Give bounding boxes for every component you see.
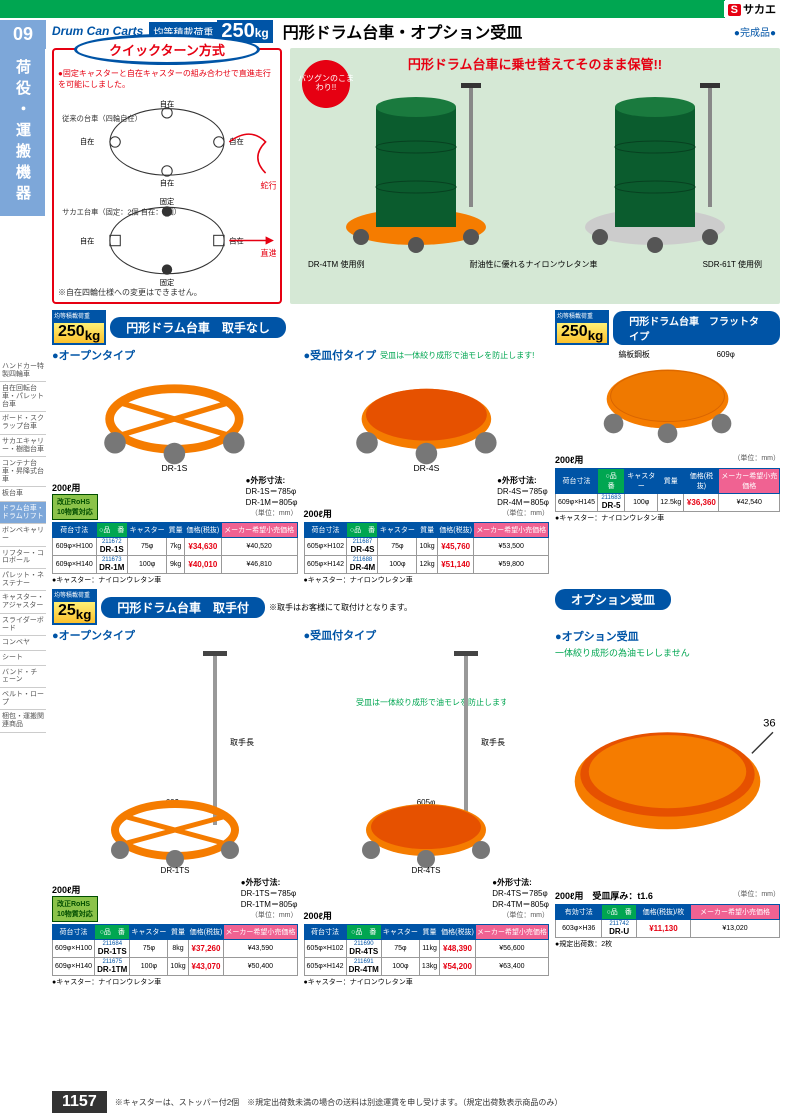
side-menu-item[interactable]: パレット・ネステナー <box>0 569 46 591</box>
side-menu-item[interactable]: ボンベキャリー <box>0 524 46 546</box>
svg-text:蛇行: 蛇行 <box>260 181 276 191</box>
burst-badge: バツグンのこまわり!! <box>298 56 354 112</box>
side-menu-item[interactable]: シート <box>0 651 46 666</box>
svg-text:36: 36 <box>763 718 776 730</box>
dolly-handle-open-icon: 取手長さ 1000609φDR-1TS <box>95 645 255 875</box>
svg-text:DR-4TS: DR-4TS <box>412 866 441 875</box>
svg-text:縞板鋼板: 縞板鋼板 <box>618 349 650 359</box>
side-menu-item[interactable]: ベルト・ロープ <box>0 688 46 710</box>
hero-caption-mid: 耐油性に優れるナイロンウレタン車 <box>470 259 598 270</box>
finished-badge: ●完成品● <box>734 24 776 39</box>
svg-text:DR-1S: DR-1S <box>162 463 188 473</box>
side-menu-item[interactable]: 板台車 <box>0 487 46 502</box>
tray-icon: 36 <box>555 676 780 873</box>
hero-title: 円形ドラム台車に乗せ替えてそのまま保管!! <box>296 54 774 73</box>
side-menu-item[interactable]: バンド・チェーン <box>0 666 46 688</box>
page-title: 円形ドラム台車・オプション受皿 <box>273 19 523 43</box>
side-menu-item[interactable]: ドラム台車・ドラムリフト <box>0 502 46 524</box>
page-number: 1157 <box>52 1091 107 1113</box>
side-menu-item[interactable]: キャスター・アジャスター <box>0 591 46 613</box>
side-menu-item[interactable]: リフター・コロボール <box>0 547 46 569</box>
hero-caption-left: DR-4TM 使用例 <box>308 259 364 270</box>
quickturn-text: ●固定キャスターと自在キャスターの組み合わせで直進走行を可能にしました。 <box>58 68 276 90</box>
product-tray: ●受皿付タイプ受皿は一体絞り成形で油モレを防止します! DR-4S 200ℓ用 … <box>304 345 550 585</box>
spec-table: 有効寸法○品 番価格(税抜)/枚メーカー希望小売価格603φ×H36211742… <box>555 904 780 938</box>
side-menu-item[interactable]: コンテナ台車・昇降式台車 <box>0 457 46 487</box>
spec-table: 荷台寸法○品 番キャスター質量価格(税抜)メーカー希望小売価格609φ×H100… <box>52 522 298 574</box>
svg-text:自在: 自在 <box>80 137 95 146</box>
dolly-open-icon: DR-1S <box>88 365 261 473</box>
svg-text:自在: 自在 <box>160 100 175 109</box>
side-menu-item[interactable]: サカエキャリー・樹脂台車 <box>0 435 46 457</box>
footer: 1157 ※キャスターは、ストッパー付2個 ※規定出荷数未満の場合の送料は別途運… <box>52 1091 780 1113</box>
svg-text:直進: 直進 <box>260 248 276 258</box>
svg-text:受皿は一体絞り成形で油モレを防止します!: 受皿は一体絞り成形で油モレを防止します! <box>356 697 506 707</box>
svg-text:固定: 固定 <box>160 278 175 287</box>
section-title: 円形ドラム台車 取手なし <box>110 317 286 338</box>
hero-photo: バツグンのこまわり!! 円形ドラム台車に乗せ替えてそのまま保管!! <box>290 48 780 304</box>
drum-illustration-right <box>570 77 740 257</box>
quickturn-diagram: 従来の台車（四輪自在） 自在 自在 自在 自在 蛇行 サカエ台車（固定：2個 自… <box>58 90 276 287</box>
side-menu-item[interactable]: 自在回転台車・パレット台車 <box>0 382 46 412</box>
quickturn-note: ※自在四輪仕様への変更はできません。 <box>58 287 276 298</box>
svg-text:DR-4S: DR-4S <box>413 463 439 473</box>
side-menu-item[interactable]: ボード・スクラップ台車 <box>0 412 46 434</box>
spec-table: 荷台寸法○品 番キャスター質量価格(税抜)メーカー希望小売価格605φ×H102… <box>304 522 550 574</box>
chapter-title: 荷役・運搬機器 <box>0 49 45 216</box>
drum-illustration-left <box>331 77 501 257</box>
brand-logo: Sサカエ <box>724 1 780 17</box>
spec-table: 荷台寸法○品 番キャスター質量価格(税抜)メーカー希望小売価格605φ×H102… <box>304 924 550 976</box>
svg-text:従来の台車（四輪自在）: 従来の台車（四輪自在） <box>62 114 142 123</box>
dolly-handle-tray-icon: 受皿は一体絞り成形で油モレを防止します!取手長さ 1000605φDR-4TS <box>346 645 506 875</box>
spec-table: 荷台寸法○品 番キャスター質量価格(税抜)メーカー希望小売価格609φ×H145… <box>555 468 780 512</box>
quickturn-box: クイックターン方式 ●固定キャスターと自在キャスターの組み合わせで直進走行を可能… <box>52 48 282 304</box>
spec-table: 荷台寸法○品 番キャスター質量価格(税抜)メーカー希望小売価格609φ×H100… <box>52 924 298 976</box>
product-handle-open: ●オープンタイプ 取手長さ 1000609φDR-1TS 200ℓ用改正RoHS… <box>52 625 298 987</box>
rohs-badge: 改正RoHS10物質対応 <box>52 896 98 922</box>
svg-text:自在: 自在 <box>160 179 175 188</box>
product-option-tray: オプション受皿 ●オプション受皿 一体絞り成形の為油モレしません 36 200ℓ… <box>555 589 780 986</box>
product-flat: 均等積載荷重250kg 円形ドラム台車 フラットタイプ 縞板鋼板609φ 200… <box>555 310 780 585</box>
svg-text:609φ: 609φ <box>717 350 735 359</box>
product-open: ●オープンタイプ DR-1S 200ℓ用改正RoHS10物質対応 ●外形寸法:D… <box>52 345 298 585</box>
quickturn-title: クイックターン方式 <box>74 34 260 65</box>
load-badge: 均等積載荷重250kg <box>52 310 106 345</box>
svg-text:DR-1TS: DR-1TS <box>160 866 189 875</box>
dolly-tray-icon: DR-4S <box>340 365 513 473</box>
side-menu-item[interactable]: 梱包・運搬関連商品 <box>0 710 46 732</box>
svg-text:自在: 自在 <box>80 237 95 246</box>
svg-text:取手長さ 1000: 取手長さ 1000 <box>481 737 506 747</box>
dolly-flat-icon: 縞板鋼板 609φ <box>589 345 746 453</box>
chapter-number: 09 <box>0 20 46 49</box>
svg-text:固定: 固定 <box>160 197 175 206</box>
product-handle-tray: ●受皿付タイプ 受皿は一体絞り成形で油モレを防止します!取手長さ 1000605… <box>304 625 550 987</box>
side-menu-item[interactable]: ハンドカー特製四輪車 <box>0 360 46 382</box>
rohs-badge: 改正RoHS10物質対応 <box>52 494 98 520</box>
side-menu-item[interactable]: スライダーボード <box>0 614 46 636</box>
svg-text:取手長さ 1000: 取手長さ 1000 <box>230 737 255 747</box>
chapter-tab: 09 荷役・運搬機器 <box>0 20 46 216</box>
side-menu-item[interactable]: コンベヤ <box>0 636 46 651</box>
topbar: Sサカエ <box>0 0 788 18</box>
svg-text:自在: 自在 <box>229 137 244 146</box>
hero-caption-right: SDR-61T 使用例 <box>703 259 762 270</box>
side-menu: ハンドカー特製四輪車自在回転台車・パレット台車ボード・スクラップ台車サカエキャリ… <box>0 360 46 733</box>
